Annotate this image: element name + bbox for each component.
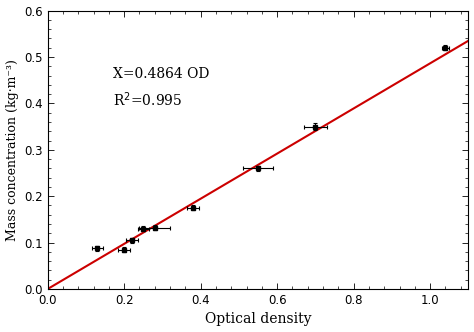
Text: R$^2$=0.995: R$^2$=0.995 [113,90,182,109]
Y-axis label: Mass concentration (kg·m⁻³): Mass concentration (kg·m⁻³) [6,59,18,241]
X-axis label: Optical density: Optical density [205,312,311,326]
Text: X=0.4864 OD: X=0.4864 OD [113,67,209,81]
